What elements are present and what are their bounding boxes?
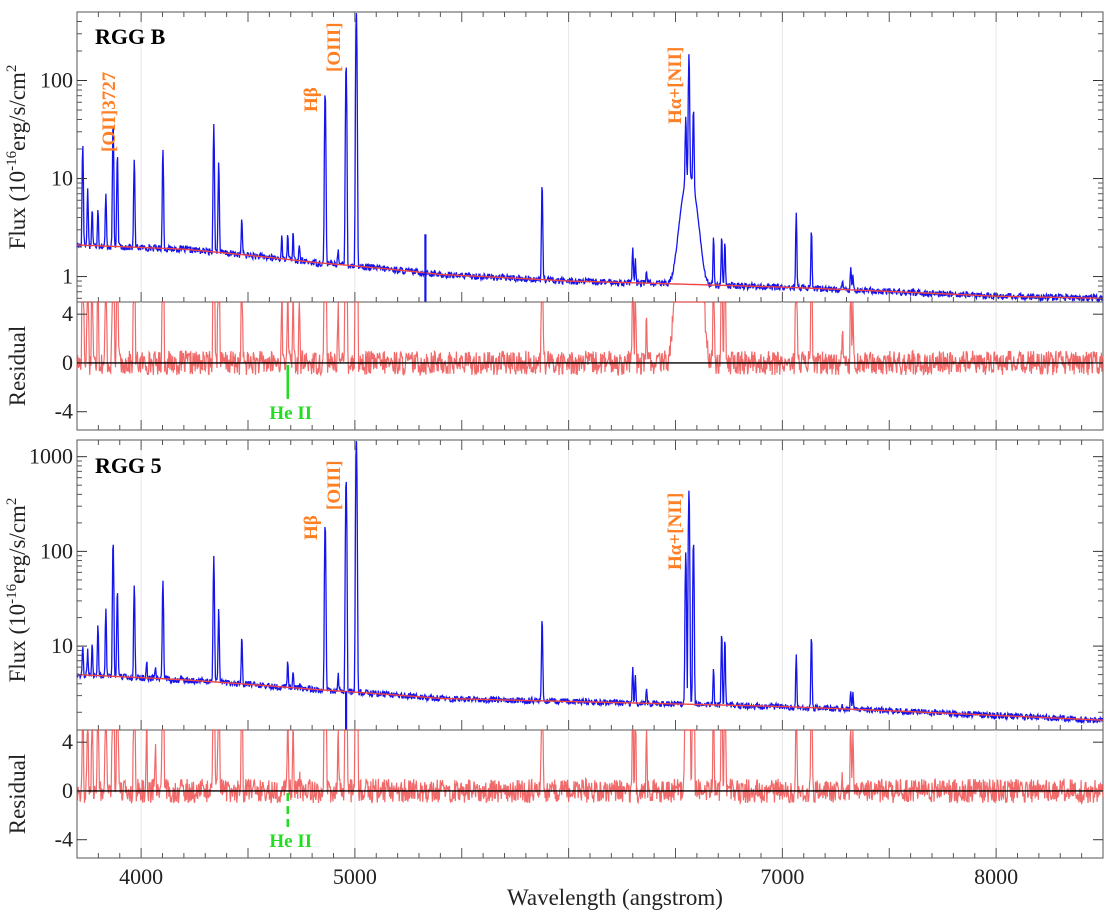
- x-tick-label: 7000: [760, 864, 804, 889]
- he-ii-label: He II: [269, 831, 312, 852]
- bottom-panel-title: RGG 5: [95, 453, 162, 478]
- flux-ytick-label: 10: [51, 166, 73, 191]
- flux-ytick-label: 1: [62, 264, 73, 289]
- top-model-spectrum: [77, 244, 1103, 299]
- bottom-observed-spectrum: [76, 441, 1104, 725]
- line-annotation: [OIII]: [324, 460, 345, 510]
- bottom-residual-ylabel: Residual: [5, 754, 30, 835]
- x-tick-label: 4000: [119, 864, 163, 889]
- top-flux-plot: 1 10 100 RGG B [OII]3727 Hβ[OIII] Hα+[NII]: [40, 11, 1104, 304]
- flux-ytick-label: 100: [40, 538, 73, 563]
- bottom-model-spectrum: [77, 673, 1103, 721]
- top-residual-ylabel: Residual: [5, 326, 30, 407]
- bottom-flux-ylabel: Flux (10-16erg/s/cm2: [4, 498, 30, 683]
- top-residual-plot: -4 0 4 He II: [55, 301, 1104, 431]
- he-ii-label: He II: [269, 403, 312, 424]
- line-annotation: [OIII]: [324, 22, 345, 72]
- x-axis-label: Wavelength (angstrom): [507, 885, 723, 910]
- line-annotation: Hβ: [301, 515, 322, 540]
- residual-ytick-label: -4: [55, 399, 73, 424]
- x-tick-label: 8000: [974, 864, 1018, 889]
- top-flux-ylabel: Flux (10-16erg/s/cm2: [4, 65, 30, 250]
- line-annotation: Hα+[NII]: [665, 47, 686, 124]
- bottom-residual-curve: [76, 729, 1104, 806]
- line-annotation: Hβ: [301, 87, 322, 112]
- flux-ytick-label: 100: [40, 68, 73, 93]
- residual-ytick-label: 4: [62, 301, 73, 326]
- top-panel-title: RGG B: [95, 24, 166, 49]
- x-tick-label: 5000: [333, 864, 377, 889]
- bottom-residual-plot: -4 0 4 He II 4000 5000 7000 8000: [55, 729, 1104, 889]
- residual-ytick-label: 0: [62, 778, 73, 803]
- bottom-flux-plot: 10 100 1000 RGG 5 Hβ[OIII] Hα+[NII]: [29, 439, 1104, 731]
- panel-rgg-5: 10 100 1000 RGG 5 Hβ[OIII] Hα+[NII] -4 0 4 He…: [4, 439, 1104, 910]
- flux-ytick-label: 1000: [29, 444, 73, 469]
- line-annotation: [OII]3727: [99, 71, 120, 152]
- panel-rgg-b: 1 10 100 RGG B [OII]3727 Hβ[OIII] Hα+[NII] -…: [4, 11, 1104, 431]
- residual-ytick-label: 0: [62, 350, 73, 375]
- residual-ytick-label: -4: [55, 827, 73, 852]
- residual-ytick-label: 4: [62, 729, 73, 754]
- flux-ytick-label: 10: [51, 633, 73, 658]
- line-annotation: Hα+[NII]: [665, 493, 686, 570]
